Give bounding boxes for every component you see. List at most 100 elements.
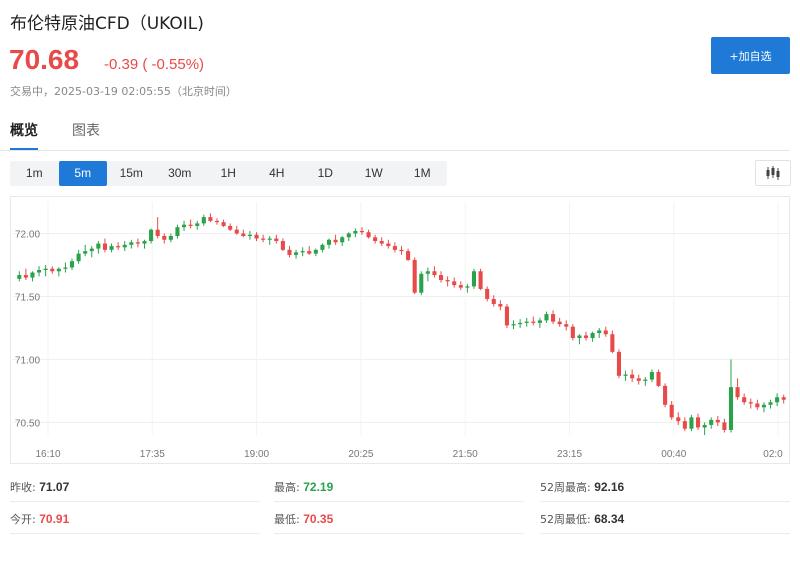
candle-body <box>742 397 747 403</box>
period-1m[interactable]: 1m <box>25 166 43 180</box>
x-tick-label: 16:10 <box>35 449 60 460</box>
period-4h[interactable]: 4H <box>269 166 285 180</box>
stat-value: 72.19 <box>303 480 334 494</box>
candle-body <box>392 246 397 250</box>
candle-body <box>518 322 523 325</box>
candle-body <box>498 304 503 307</box>
candle-body <box>676 417 681 422</box>
add-to-watchlist-button[interactable]: +加自选 <box>711 37 790 74</box>
stat-prev-close: 昨收: 71.07 <box>10 479 69 495</box>
stat-52w-low: 52周最低: 68.34 <box>540 511 624 527</box>
candle-body <box>208 217 213 221</box>
candle <box>636 374 641 385</box>
tab-overview[interactable]: 概览 <box>10 120 38 150</box>
candle-body <box>135 242 140 244</box>
price-chart[interactable]: 72.00 71.50 71.00 70.50 16:10 17:35 19:00 20:2… <box>10 196 790 464</box>
x-tick-label: 20:25 <box>348 449 373 460</box>
candle-body <box>465 286 470 288</box>
candle <box>524 317 529 327</box>
candle-body <box>511 324 516 326</box>
y-tick-label: 70.50 <box>15 418 40 429</box>
period-1h[interactable]: 1H <box>220 166 236 180</box>
candle <box>208 213 213 223</box>
candle-body <box>234 229 239 234</box>
divider <box>274 501 524 502</box>
candle <box>406 248 411 262</box>
x-tick-label: 00:40 <box>661 449 686 460</box>
candle <box>320 243 325 253</box>
candle-body <box>471 271 477 287</box>
tab-chart[interactable]: 图表 <box>72 123 100 139</box>
candle-body <box>438 275 444 281</box>
candle <box>135 238 140 248</box>
candle-body <box>386 243 391 247</box>
period-5m[interactable]: 5m <box>58 161 107 186</box>
candle-body <box>247 234 252 237</box>
candle <box>485 286 490 302</box>
candle-body <box>23 275 28 278</box>
candle-body <box>346 233 351 238</box>
stat-high: 最高: 72.19 <box>274 479 333 495</box>
candle-body <box>735 387 740 398</box>
candle-body <box>195 223 200 226</box>
period-1d[interactable]: 1D <box>317 166 333 180</box>
candle <box>379 237 384 247</box>
candlestick-icon <box>766 166 780 180</box>
stat-label: 52周最低: <box>540 513 591 526</box>
period-30m[interactable]: 30m <box>168 166 192 180</box>
candle-body <box>728 387 734 430</box>
candle <box>643 377 648 386</box>
candle <box>452 277 457 288</box>
candle <box>109 243 114 253</box>
candle-body <box>524 321 529 323</box>
candle <box>616 349 622 379</box>
stat-value: 70.35 <box>303 512 334 526</box>
x-tick-label: 23:15 <box>557 449 582 460</box>
chart-type-button[interactable] <box>755 160 791 186</box>
candle-body <box>768 402 773 405</box>
candle <box>168 233 173 243</box>
stat-label: 最高: <box>274 481 300 494</box>
candle-body <box>320 244 325 250</box>
candle-body <box>340 237 345 243</box>
divider <box>540 533 790 534</box>
candle <box>728 359 734 433</box>
candle <box>649 369 654 383</box>
candle-body <box>458 285 463 288</box>
candle <box>96 241 101 254</box>
period-15m[interactable]: 15m <box>119 166 143 180</box>
candle <box>603 326 608 337</box>
candle <box>761 402 766 413</box>
candle <box>465 283 470 293</box>
candle <box>630 369 635 383</box>
candle <box>722 418 727 433</box>
candle <box>267 236 272 245</box>
candle-body <box>162 236 167 240</box>
candle <box>69 258 75 271</box>
candle-body <box>643 379 648 381</box>
candle-body <box>715 419 720 423</box>
candle <box>531 316 536 326</box>
candle-body <box>353 230 358 234</box>
period-1w[interactable]: 1W <box>364 166 383 180</box>
candle <box>294 249 299 259</box>
candle-body <box>379 241 384 244</box>
candle <box>261 234 266 243</box>
candle-body <box>30 272 35 278</box>
stat-label: 今开: <box>10 513 36 526</box>
candle <box>76 249 81 264</box>
candle <box>432 266 437 278</box>
candle <box>399 246 404 255</box>
candle <box>359 227 365 235</box>
stat-value: 71.07 <box>39 480 70 494</box>
candle <box>419 271 424 296</box>
candle-body <box>478 271 483 289</box>
period-1mo[interactable]: 1M <box>413 166 431 180</box>
candle <box>333 234 338 245</box>
candle <box>116 242 121 250</box>
candle <box>241 229 246 238</box>
candle <box>274 234 279 244</box>
candle <box>537 317 542 328</box>
x-tick-label: 02:0 <box>763 449 783 460</box>
x-tick-label: 19:00 <box>244 449 269 460</box>
